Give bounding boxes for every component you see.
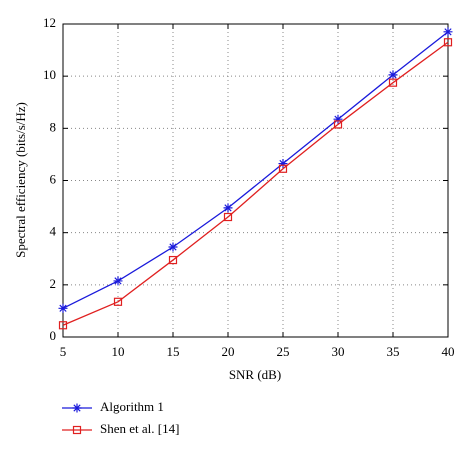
- marker: [278, 159, 288, 169]
- x-tick-label: 30: [332, 344, 345, 359]
- marker: [72, 403, 82, 413]
- marker: [168, 242, 178, 252]
- x-tick-label: 40: [442, 344, 455, 359]
- y-tick-label: 2: [50, 276, 57, 291]
- y-tick-label: 8: [50, 119, 57, 134]
- y-tick-label: 4: [50, 224, 57, 239]
- series-line: [62, 41, 449, 326]
- y-tick-label: 12: [43, 15, 56, 30]
- marker: [113, 276, 123, 286]
- marker: [388, 70, 398, 80]
- marker: [168, 255, 178, 265]
- x-tick-label: 5: [60, 344, 67, 359]
- x-tick-label: 15: [167, 344, 180, 359]
- marker: [278, 164, 288, 173]
- marker: [333, 120, 343, 129]
- series-line: [62, 31, 449, 309]
- x-axis-label: SNR (dB): [229, 367, 281, 382]
- x-tick-label: 35: [387, 344, 400, 359]
- y-tick-label: 6: [50, 171, 57, 186]
- x-tick-label: 25: [277, 344, 290, 359]
- plot-frame: [62, 23, 449, 338]
- marker: [72, 425, 82, 435]
- marker: [113, 297, 123, 306]
- legend-label: Algorithm 1: [100, 399, 164, 414]
- marker: [443, 38, 453, 47]
- marker: [333, 114, 343, 124]
- y-axis-label: Spectral efficiency (bits/s/Hz): [13, 102, 28, 258]
- marker: [223, 203, 233, 213]
- marker: [443, 27, 453, 37]
- marker: [58, 303, 68, 313]
- marker: [388, 78, 398, 87]
- y-tick-label: 10: [43, 67, 56, 82]
- legend-label: Shen et al. [14]: [100, 421, 179, 436]
- marker: [58, 321, 68, 330]
- y-tick-label: 0: [50, 328, 57, 343]
- marker: [223, 212, 233, 222]
- x-tick-label: 20: [222, 344, 235, 359]
- x-tick-label: 10: [112, 344, 125, 359]
